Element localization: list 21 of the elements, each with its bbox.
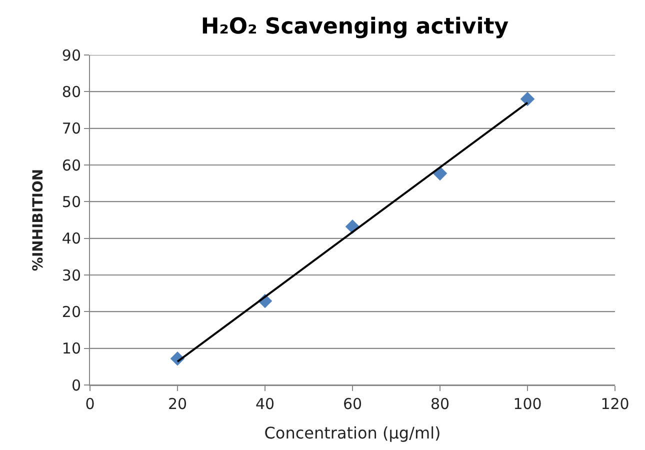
x-tick-label: 60 bbox=[342, 395, 362, 413]
y-tick-label: 70 bbox=[62, 120, 81, 138]
x-tick-label: 40 bbox=[255, 395, 275, 413]
x-tick-label: 0 bbox=[85, 395, 95, 413]
x-tick-label: 80 bbox=[430, 395, 450, 413]
chart-title: H₂O₂ Scavenging activity bbox=[200, 14, 509, 40]
y-axis-title: %INHIBITION bbox=[30, 168, 47, 272]
x-axis-title: Concentration (µg/ml) bbox=[264, 424, 441, 443]
y-tick-label: 10 bbox=[62, 340, 81, 358]
x-tick-label: 120 bbox=[600, 395, 630, 413]
x-tick-label: 100 bbox=[513, 395, 542, 413]
y-tick-label: 20 bbox=[62, 302, 81, 321]
y-tick-label: 40 bbox=[62, 230, 81, 248]
y-tick-label: 0 bbox=[71, 376, 81, 394]
y-tick-label: 80 bbox=[62, 82, 81, 101]
y-tick-label: 50 bbox=[62, 192, 81, 211]
y-tick-label: 60 bbox=[62, 156, 81, 174]
x-tick-label: 20 bbox=[168, 395, 188, 413]
y-tick-label: 30 bbox=[62, 266, 81, 284]
point bbox=[520, 92, 535, 106]
y-tick-label: 90 bbox=[62, 46, 81, 64]
